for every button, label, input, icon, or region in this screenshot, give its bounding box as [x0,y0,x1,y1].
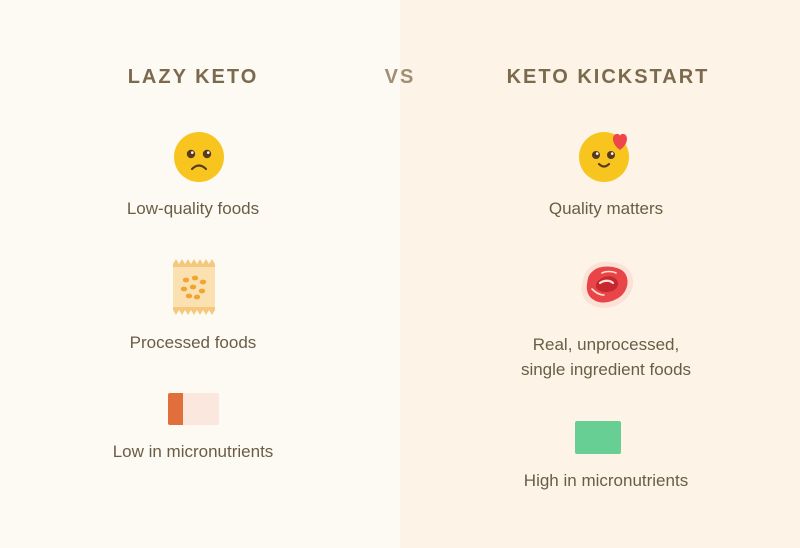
lazy-keto-title: LAZY KETO [127,66,259,88]
chips-bag-icon [173,259,215,315]
real-unprocessed-label-line2: single ingredient foods [520,360,692,379]
sad-face-icon [174,132,224,182]
vs-label: VS [384,66,416,88]
low-micronutrients-bar [168,393,219,425]
real-unprocessed-label-line1: Real, unprocessed, [532,335,680,354]
high-bar-icon [575,421,621,454]
love-face-icon [579,132,629,182]
high-in-micronutrients-label: High in micronutrients [523,471,689,490]
steak-icon [581,261,634,308]
low-bar-icon [168,393,183,425]
keto-kickstart-title: KETO KICKSTART [506,66,710,88]
processed-foods-label: Processed foods [129,333,257,352]
low-in-micronutrients-label: Low in micronutrients [112,442,274,461]
low-quality-foods-label: Low-quality foods [126,199,260,218]
quality-matters-label: Quality matters [548,199,664,218]
